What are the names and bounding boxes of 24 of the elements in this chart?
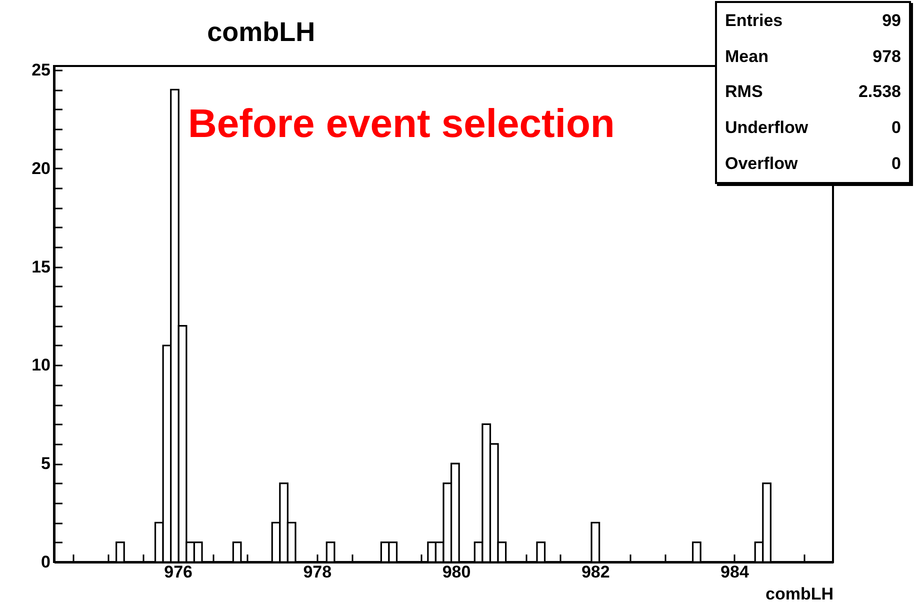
y-tick-label: 20 [32, 158, 50, 178]
y-tick-label: 10 [32, 356, 50, 375]
text: 0 [892, 118, 901, 138]
x-tick-label: 984 [720, 562, 750, 582]
annotation: Before event selection [188, 102, 615, 147]
y-tick-label: 15 [32, 257, 50, 276]
y-tick-label: 5 [41, 454, 50, 474]
annotation: Overflow [725, 154, 798, 174]
text: Entries [725, 10, 783, 31]
y-tick-label: 0 [41, 552, 50, 572]
annotation: RMS [725, 82, 763, 102]
x-tick-label: 980 [442, 562, 471, 582]
x-tick-label: 978 [303, 562, 332, 582]
text: 2.538 [858, 82, 901, 102]
x-axis-title: combLH [766, 584, 834, 604]
y-tick-label: 25 [32, 60, 50, 80]
text: 99 [882, 10, 901, 31]
x-tick-label: 976 [164, 562, 192, 582]
text: 978 [872, 46, 901, 67]
chart-title: combLH [207, 16, 316, 47]
annotation: Underflow [725, 118, 808, 138]
text: Mean [725, 46, 768, 67]
text: 0 [892, 154, 901, 174]
x-tick-label: 982 [581, 562, 610, 582]
